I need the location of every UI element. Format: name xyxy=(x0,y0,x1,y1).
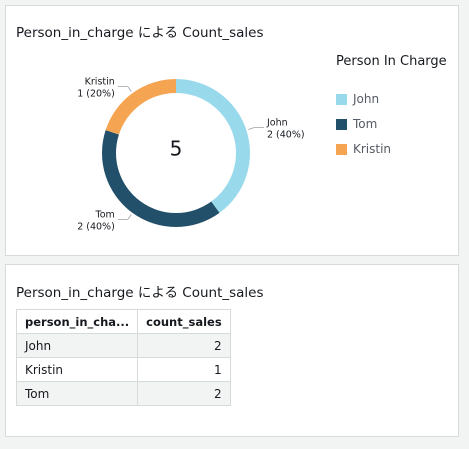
legend-label: Kristin xyxy=(353,142,392,156)
donut-center-value: 5 xyxy=(170,137,183,161)
table-cell-person: Tom xyxy=(15,381,139,406)
table-card: Person_in_charge による Count_sales person_… xyxy=(5,264,459,437)
chart-title: Person_in_charge による Count_sales xyxy=(16,25,264,41)
legend-swatch xyxy=(336,118,347,130)
legend-item-kristin[interactable]: Kristin xyxy=(336,141,391,157)
column-header-person-in-charge[interactable]: person_in_cha... xyxy=(15,309,139,334)
table-cell-count: 2 xyxy=(137,333,231,358)
table-title: Person_in_charge による Count_sales xyxy=(16,285,264,301)
slice-label-name: Tom xyxy=(95,209,115,220)
legend-swatch xyxy=(336,93,347,105)
slice-label-name: John xyxy=(266,118,288,129)
donut-slice-john[interactable] xyxy=(176,79,251,213)
legend-item-tom[interactable]: Tom xyxy=(336,116,377,132)
legend-label: John xyxy=(353,92,380,106)
legend-swatch xyxy=(336,143,347,155)
leader-line-kristin xyxy=(117,86,132,92)
table-row[interactable]: John 2 xyxy=(15,333,231,358)
table-cell-person: John xyxy=(15,333,139,358)
leader-line-tom xyxy=(117,214,132,220)
donut-slice-kristin[interactable] xyxy=(105,79,176,135)
table-cell-person: Kristin xyxy=(15,357,139,382)
slice-label-value: 2 (40%) xyxy=(267,130,305,141)
slice-label-value: 1 (20%) xyxy=(77,89,115,100)
data-table: person_in_cha... count_sales John 2 Kris… xyxy=(15,309,231,406)
slice-label-name: Kristin xyxy=(85,77,115,88)
column-header-count-sales[interactable]: count_sales xyxy=(137,309,231,334)
legend-title: Person In Charge xyxy=(336,54,447,69)
legend-item-john[interactable]: John xyxy=(336,91,379,107)
donut-slice-tom[interactable] xyxy=(101,130,220,227)
table-cell-count: 2 xyxy=(137,381,231,406)
donut-chart-card: Person_in_charge による Count_sales John 2 (… xyxy=(5,5,459,256)
table-cell-count: 1 xyxy=(137,357,231,382)
legend-label: Tom xyxy=(353,117,378,131)
table-row[interactable]: Kristin 1 xyxy=(15,357,231,382)
leader-line-john xyxy=(248,127,264,130)
table-row[interactable]: Tom 2 xyxy=(15,381,231,406)
table-header-row: person_in_cha... count_sales xyxy=(15,309,231,334)
slice-label-value: 2 (40%) xyxy=(77,221,115,232)
